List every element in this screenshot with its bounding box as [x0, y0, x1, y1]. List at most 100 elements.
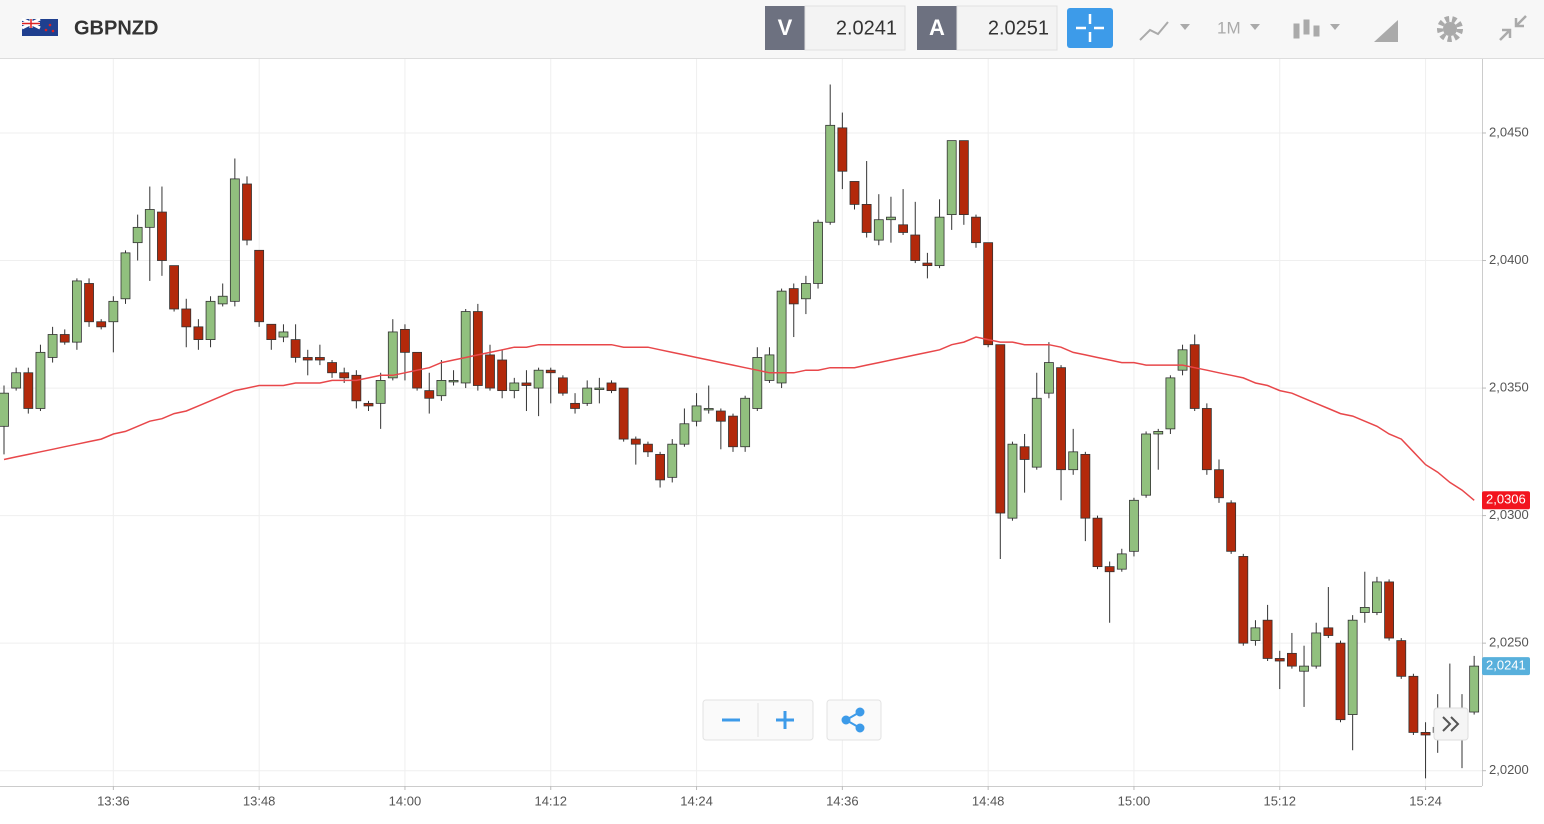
chart-type-button[interactable]: [1139, 21, 1190, 41]
candle-body: [825, 124, 836, 223]
candle-body: [533, 369, 544, 389]
candle-body: [934, 216, 945, 267]
candle-body: [1323, 627, 1334, 636]
candle-body: [1104, 566, 1115, 573]
minimize-button[interactable]: [1499, 15, 1527, 41]
candle-body: [327, 362, 337, 374]
candle-body: [1262, 619, 1273, 659]
candle-body: [72, 280, 82, 343]
candle-body: [193, 326, 204, 340]
price-tag-label: 2,0306: [1486, 492, 1526, 507]
candle-body: [1141, 433, 1151, 496]
sell-button[interactable]: [765, 6, 805, 50]
candle-body: [1274, 658, 1285, 662]
candle-body: [1177, 349, 1188, 371]
price-tag-label: 2,0241: [1486, 658, 1526, 673]
flag: [21, 17, 58, 36]
candle-body: [886, 216, 896, 221]
candle-body: [1214, 469, 1224, 499]
candle-body: [1031, 397, 1042, 468]
candle-body: [1408, 675, 1419, 733]
candle-body: [217, 295, 228, 305]
candle-body: [1396, 640, 1407, 677]
zoom-controls: [702, 699, 1469, 741]
candle-body: [23, 372, 34, 409]
candle-body: [691, 405, 702, 422]
candle-body: [96, 321, 107, 328]
candle-body: [1299, 665, 1309, 672]
candle-body: [861, 203, 872, 233]
x-tick-label: 14:12: [534, 793, 567, 808]
moving-average: [3, 336, 1475, 501]
candle-body: [1238, 556, 1249, 644]
candle-body: [497, 359, 508, 392]
candle-body: [472, 311, 483, 386]
candle-body: [655, 453, 665, 481]
candle-body: [278, 331, 289, 338]
candle-body: [606, 382, 617, 392]
candle-body: [0, 392, 9, 427]
buy-price: 2.0251: [988, 17, 1049, 39]
y-tick-label: 2,0350: [1489, 380, 1529, 395]
candle-body: [1165, 377, 1176, 430]
candle-body: [351, 374, 362, 402]
candle-body: [1080, 453, 1091, 519]
candle-body: [436, 380, 447, 397]
candle-body: [521, 382, 532, 386]
candle-body: [1347, 619, 1358, 715]
candle-body: [1420, 732, 1431, 736]
candle-body: [1469, 665, 1480, 713]
x-tick-label: 15:24: [1409, 793, 1442, 808]
timeframe[interactable]: 1M: [1217, 18, 1241, 37]
candle-body: [424, 390, 435, 399]
candle-body: [448, 380, 459, 383]
crosshair-button[interactable]: [1067, 8, 1113, 48]
candle-body: [1153, 431, 1164, 435]
candle-body: [181, 308, 192, 328]
candle-body: [1007, 443, 1018, 519]
candle-body: [1189, 344, 1200, 409]
symbol: GBPNZD: [74, 17, 158, 39]
candle-body: [1311, 632, 1322, 667]
candle-body: [922, 262, 933, 267]
grid: [0, 59, 1482, 786]
buy-price-box[interactable]: [956, 5, 1058, 51]
candle-body: [1359, 607, 1370, 613]
candle-body: [788, 288, 799, 305]
candle-body: [849, 181, 860, 205]
candle-body: [1250, 627, 1261, 642]
candle-body: [728, 415, 738, 448]
candle-body: [630, 438, 641, 445]
x-tick-label: 15:00: [1118, 793, 1151, 808]
sell-label: V: [778, 15, 793, 40]
candle-body: [1335, 642, 1346, 721]
zoom-in[interactable]: [776, 711, 794, 729]
candle-body: [266, 323, 277, 340]
candle-body: [1116, 553, 1127, 570]
candle-body: [1226, 502, 1237, 552]
candle-body: [582, 387, 593, 404]
candle-style-button[interactable]: [1293, 19, 1340, 39]
candle-body: [1287, 652, 1297, 667]
drawing-button[interactable]: [1374, 20, 1398, 42]
candle-body: [460, 311, 471, 384]
buy-button[interactable]: [917, 6, 957, 50]
settings-button[interactable]: [1437, 16, 1463, 42]
candle-body: [958, 140, 969, 216]
candle-body: [1129, 499, 1139, 552]
sell-price-box[interactable]: [804, 5, 906, 51]
candle-body: [1092, 517, 1103, 568]
candle-body: [509, 382, 520, 392]
x-tick-label: 14:24: [680, 793, 713, 808]
candle-body: [157, 211, 167, 261]
share-button[interactable]: [841, 707, 865, 733]
y-tick-label: 2,0400: [1489, 252, 1529, 267]
share-box: [826, 699, 882, 741]
candle-body: [242, 183, 252, 241]
price-tag: [1482, 491, 1530, 510]
price-tag: [1482, 657, 1530, 676]
candle-body: [84, 283, 94, 323]
candle-body: [776, 290, 787, 384]
candle-body: [558, 377, 568, 394]
candle-body: [35, 351, 46, 409]
